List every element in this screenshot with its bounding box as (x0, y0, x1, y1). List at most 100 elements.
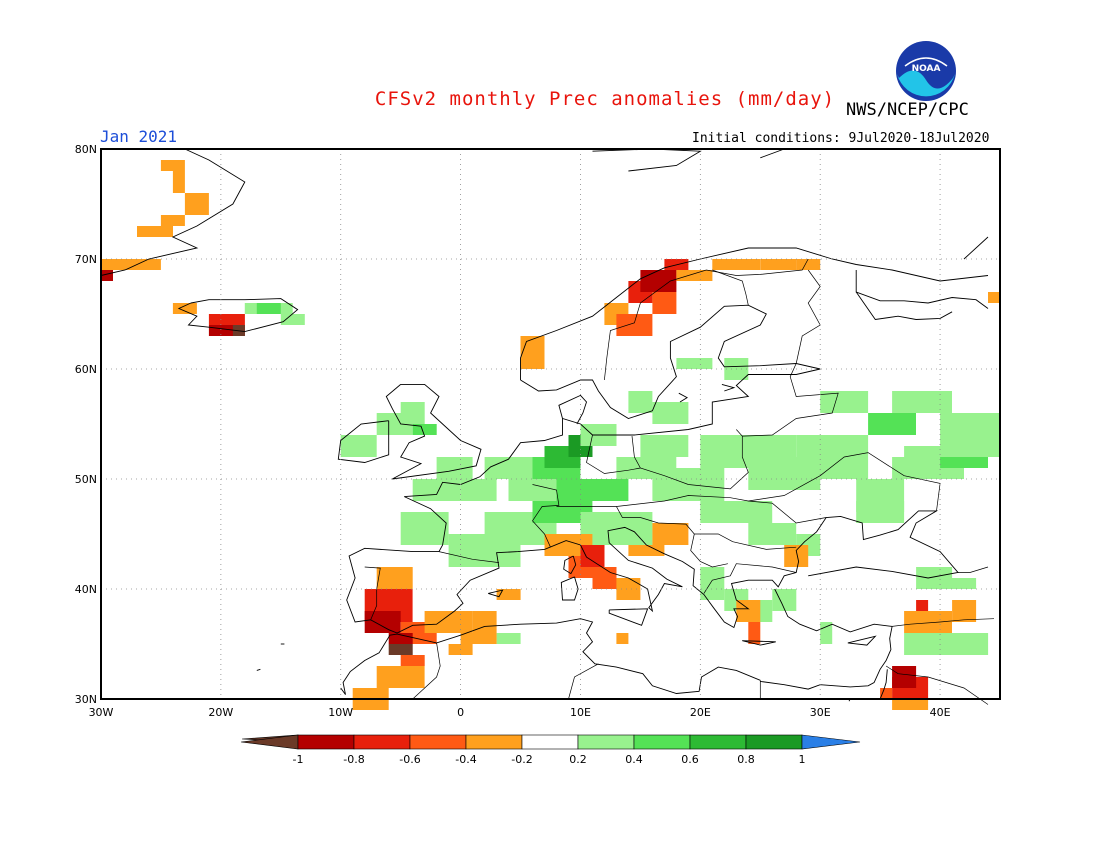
colorbar-swatch (353, 734, 411, 750)
lat-label: 70N (75, 253, 97, 266)
anomaly-cell (172, 303, 197, 314)
anomaly-cell (340, 435, 377, 457)
lat-label: 80N (75, 143, 97, 156)
country-border (604, 258, 809, 381)
coastline (592, 148, 702, 172)
anomaly-cell (652, 292, 677, 314)
anomaly-cell (208, 325, 245, 336)
anomaly-cell (652, 402, 689, 424)
lon-label: 40E (930, 706, 951, 719)
country-border (885, 665, 989, 705)
anomaly-cell (484, 457, 533, 479)
chart-title: CFSv2 monthly Prec anomalies (mm/day) (374, 88, 836, 110)
anomaly-cell (280, 314, 305, 325)
anomaly-cell (940, 457, 988, 468)
coastline (678, 392, 689, 403)
anomaly-cell (796, 259, 821, 270)
coastline (721, 383, 736, 392)
country-border (958, 566, 989, 573)
anomaly-cell (460, 633, 497, 644)
anomaly-cell (952, 633, 989, 655)
anomaly-cell (460, 479, 497, 501)
anomaly-cell (640, 435, 689, 457)
anomaly-cell (400, 655, 425, 666)
anomaly-cell (101, 259, 161, 270)
anomaly-cell (616, 314, 653, 336)
country-border (586, 434, 641, 474)
anomaly-cell (952, 600, 977, 622)
anomaly-cell (904, 611, 952, 633)
anomaly-cell (101, 270, 113, 281)
anomaly-cell (172, 171, 185, 193)
anomaly-cell (640, 270, 677, 292)
anomaly-cell (916, 600, 929, 611)
colorbar-label: 0.6 (681, 753, 699, 766)
colorbar-swatch (409, 734, 467, 750)
coastline (963, 236, 989, 260)
anomaly-cell (628, 545, 665, 556)
coastlines (100, 148, 995, 705)
coastline (608, 608, 649, 626)
anomaly-cell (160, 160, 185, 171)
colorbar-label: -1 (293, 753, 304, 766)
anomaly-cell (676, 358, 713, 369)
anomaly-cell (580, 545, 605, 567)
anomaly-cell (880, 688, 893, 699)
country-border (795, 269, 821, 364)
anomaly-cell (748, 622, 761, 644)
coastline (256, 668, 261, 671)
anomaly-cell (892, 391, 952, 413)
anomaly-cell (892, 457, 929, 479)
anomaly-cell (376, 567, 413, 589)
anomaly-cell (856, 501, 905, 523)
coastline (855, 270, 989, 309)
anomaly-cell (748, 523, 797, 545)
lon-label: 20W (208, 706, 233, 719)
map-frame (100, 148, 1001, 700)
colorbar-swatch (745, 734, 803, 750)
anomaly-cell (388, 644, 413, 655)
lon-label: 10E (570, 706, 591, 719)
coastline (385, 383, 482, 480)
org-label: NWS/NCEP/CPC (846, 100, 969, 120)
country-border (631, 429, 749, 490)
lat-label: 50N (75, 473, 97, 486)
lon-label: 0 (457, 706, 464, 719)
country-border (556, 495, 827, 524)
lon-label: 10W (328, 706, 353, 719)
country-border (703, 563, 797, 594)
anomaly-cell (988, 292, 1000, 303)
lat-label: 60N (75, 363, 97, 376)
anomaly-cell (400, 512, 449, 545)
anomaly-cell (412, 424, 437, 435)
country-border (412, 642, 441, 700)
anomaly-cell (364, 611, 401, 633)
country-border (616, 506, 797, 550)
coastline (760, 588, 893, 690)
lon-label: 20E (690, 706, 711, 719)
colorbar-swatch (297, 734, 355, 750)
anomaly-cell (904, 633, 964, 655)
colorbar-swatch (577, 734, 635, 750)
coastline (346, 368, 959, 634)
lat-label: 30N (75, 693, 97, 706)
colorbar-label: -0.6 (399, 753, 420, 766)
anomaly-cell (208, 314, 245, 325)
coastline (879, 669, 888, 700)
lon-label: 30W (89, 706, 114, 719)
anomaly-cell (256, 303, 281, 314)
coastline (563, 555, 577, 575)
anomaly-cell (760, 259, 797, 270)
anomaly-cell (784, 545, 809, 567)
colorbar-label: 1 (799, 753, 806, 766)
coastline (100, 148, 246, 276)
coastline (847, 635, 877, 646)
lat-label: 40N (75, 583, 97, 596)
coastline (340, 618, 761, 695)
anomaly-cell (712, 259, 761, 270)
anomaly-cell (424, 611, 473, 633)
anomaly-cell (376, 666, 425, 688)
lon-label: 30E (810, 706, 831, 719)
colorbar-swatch (689, 734, 747, 750)
